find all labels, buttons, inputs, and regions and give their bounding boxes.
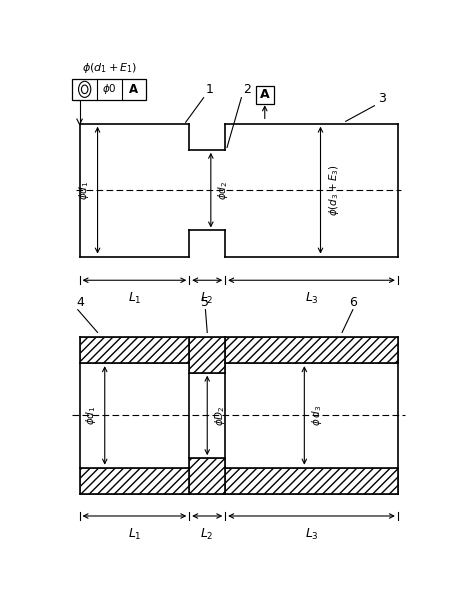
Text: $\phi \, d_3$: $\phi \, d_3$ xyxy=(309,405,323,426)
FancyBboxPatch shape xyxy=(72,79,146,100)
Text: $\phi D_2$: $\phi D_2$ xyxy=(212,405,226,426)
Text: 2: 2 xyxy=(243,83,250,96)
Text: 4: 4 xyxy=(76,296,84,309)
Text: A: A xyxy=(259,88,269,101)
Text: $L_1$: $L_1$ xyxy=(127,527,141,541)
Bar xyxy=(189,337,225,373)
Text: $\phi d_1$: $\phi d_1$ xyxy=(77,180,91,200)
Text: $L_2$: $L_2$ xyxy=(200,291,213,306)
Text: A: A xyxy=(129,83,138,96)
Bar xyxy=(80,337,189,363)
Text: $\phi(d_3+E_3)$: $\phi(d_3+E_3)$ xyxy=(326,164,340,216)
Text: $L_3$: $L_3$ xyxy=(304,291,318,306)
Text: $L_1$: $L_1$ xyxy=(127,291,141,306)
Text: $L_2$: $L_2$ xyxy=(200,527,213,541)
Text: $\phi(d_1+E_1)$: $\phi(d_1+E_1)$ xyxy=(81,61,137,75)
Text: $\phi$0: $\phi$0 xyxy=(102,83,116,96)
Text: $L_3$: $L_3$ xyxy=(304,527,318,541)
Text: $\phi d_2$: $\phi d_2$ xyxy=(216,180,230,200)
Bar xyxy=(189,458,225,493)
Text: 6: 6 xyxy=(348,296,356,309)
Text: 5: 5 xyxy=(201,296,209,309)
Text: 1: 1 xyxy=(205,83,213,96)
Bar xyxy=(225,468,397,493)
Bar xyxy=(225,337,397,363)
Bar xyxy=(80,468,189,493)
Text: $\phi d_1$: $\phi d_1$ xyxy=(83,406,97,425)
FancyBboxPatch shape xyxy=(255,86,273,104)
Text: 3: 3 xyxy=(377,92,385,105)
